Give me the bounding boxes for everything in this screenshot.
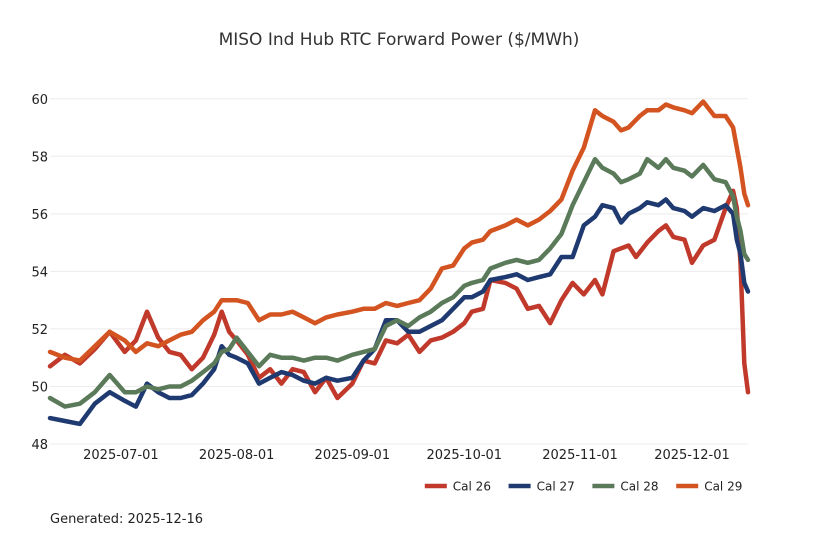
- x-tick-label: 2025-09-01: [315, 448, 391, 463]
- legend: Cal 26 Cal 27 Cal 28 Cal 29: [424, 480, 742, 494]
- generated-note: Generated: 2025-12-16: [50, 512, 204, 527]
- series-line-cal-26: [47, 188, 751, 401]
- x-tick-label: 2025-11-01: [542, 448, 618, 463]
- axes: 48 50 52 54 56 58 60 2025-07-01 2025-08-01 2025-0…: [31, 93, 729, 463]
- x-tick-label: 2025-07-01: [83, 448, 159, 463]
- x-tick-label: 2025-10-01: [427, 448, 503, 463]
- y-tick-label: 58: [31, 150, 48, 165]
- legend-label: Cal 27: [537, 480, 575, 494]
- y-tick-label: 54: [31, 265, 48, 280]
- series-line-cal-27: [47, 197, 751, 427]
- y-tick-label: 48: [31, 438, 48, 453]
- x-tick-label: 2025-08-01: [199, 448, 275, 463]
- y-tick-label: 60: [31, 93, 48, 108]
- legend-label: Cal 28: [620, 480, 658, 494]
- legend-label: Cal 26: [453, 480, 491, 494]
- series-lines: [47, 99, 751, 427]
- x-tick-label: 2025-12-01: [654, 448, 730, 463]
- y-tick-label: 56: [31, 208, 48, 223]
- y-tick-label: 52: [31, 323, 48, 338]
- series-line-cal-28: [47, 156, 751, 409]
- legend-label: Cal 29: [704, 480, 742, 494]
- y-tick-label: 50: [31, 380, 48, 395]
- series-line-cal-29: [47, 99, 751, 363]
- chart-title: MISO Ind Hub RTC Forward Power ($/MWh): [219, 30, 580, 50]
